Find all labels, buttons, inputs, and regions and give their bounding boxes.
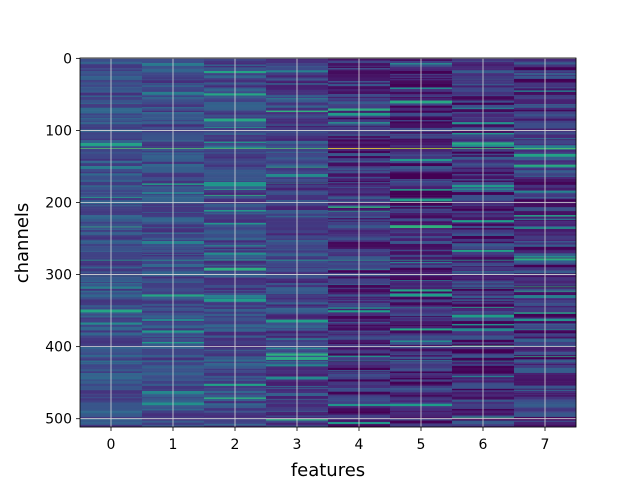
x-tick-label: 4 (355, 437, 364, 453)
y-axis-ticks: 0 100 200 300 400 500 (45, 51, 80, 428)
x-tick-label: 5 (417, 437, 426, 453)
y-tick-label: 100 (45, 123, 72, 139)
y-tick-label: 500 (45, 412, 72, 428)
x-tick-label: 6 (479, 437, 488, 453)
x-axis-label: features (291, 460, 365, 480)
y-axis-label: channels (12, 203, 33, 284)
x-tick-label: 1 (169, 437, 178, 453)
y-tick-label: 400 (45, 340, 72, 356)
x-tick-label: 3 (293, 437, 302, 453)
y-tick-label: 200 (45, 196, 72, 212)
x-tick-label: 0 (107, 437, 116, 453)
x-axis-ticks: 0 1 2 3 4 5 6 7 (107, 427, 550, 453)
y-tick-label: 300 (45, 268, 72, 284)
heatmap-cells (80, 58, 577, 428)
plot-frame (79, 57, 577, 428)
grid-lines (80, 57, 576, 427)
x-tick-label: 2 (231, 437, 240, 453)
y-tick-label: 0 (63, 51, 72, 67)
x-tick-label: 7 (541, 437, 550, 453)
